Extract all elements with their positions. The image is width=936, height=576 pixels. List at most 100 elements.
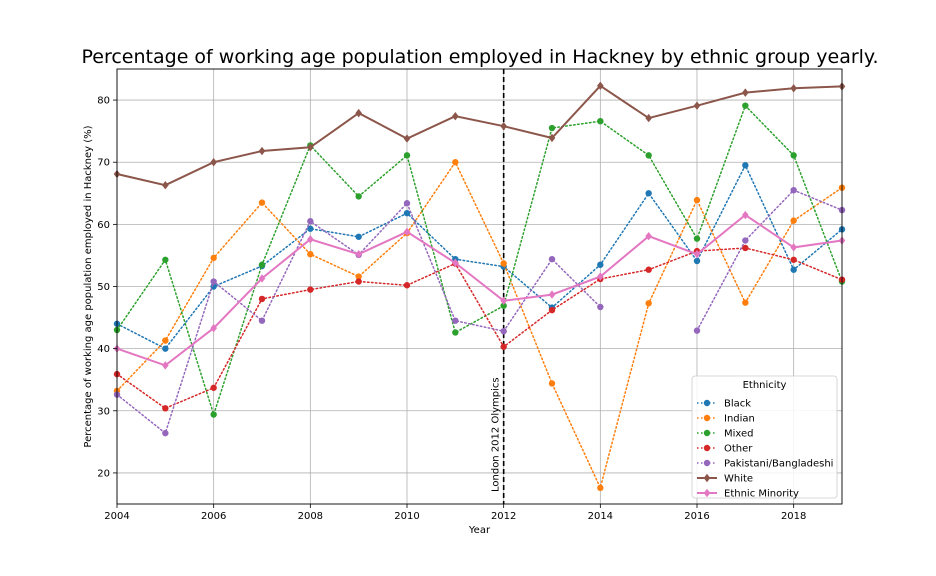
y-axis: 20 30 40 50 60 70 80 [97,96,117,479]
data-point [548,124,556,132]
data-point [210,384,217,391]
data-point [645,300,652,307]
data-point [645,113,652,123]
x-tick-label: 2016 [684,511,709,522]
x-tick-label: 2018 [781,511,806,522]
series-line [116,160,843,491]
data-point [452,329,459,336]
data-point [403,209,411,217]
data-point [693,249,701,259]
data-point [307,286,314,293]
legend-label: Other [724,444,753,455]
data-point [548,255,556,263]
data-point [790,152,797,159]
data-point [500,296,507,305]
data-point [500,328,507,335]
data-point [403,200,411,207]
legend-swatch-marker [703,488,711,498]
data-point [307,235,314,244]
legend-swatch-marker [703,399,711,407]
series-line [116,247,843,410]
data-point [790,256,797,263]
data-point [258,199,266,206]
legend-label: White [724,474,753,485]
data-point [597,272,604,281]
data-point [742,102,749,109]
data-point [355,108,362,118]
data-point [742,237,749,244]
legend-item: Ethnic Minority [697,489,799,500]
legend-item: Other [697,444,753,455]
data-point [355,233,362,240]
data-point [162,256,169,263]
data-point [742,299,749,306]
y-tick-label: 70 [97,158,110,169]
data-point [645,231,652,241]
series-other [113,244,846,412]
chart-title: Percentage of working age population emp… [82,46,879,68]
series-indian [113,159,846,492]
data-point [790,266,797,273]
data-point [645,190,652,197]
legend-label: Ethnic Minority [724,489,799,500]
x-tick-label: 2008 [298,511,323,522]
data-point [210,158,217,167]
legend-label: Pakistani/Bangladeshi [724,459,833,470]
data-point [597,118,604,125]
data-point [693,257,701,265]
legend-swatch-marker [703,414,711,422]
series-layer [113,81,846,492]
y-axis-label: Percentage of working age population emp… [83,125,94,447]
data-point [403,134,411,143]
data-point [210,411,217,418]
data-point [790,84,797,93]
data-point [355,193,362,200]
data-point [210,323,217,333]
legend-swatch-marker [703,444,711,452]
data-point [790,243,797,252]
series-line [116,84,843,187]
data-point [162,429,169,437]
data-point [548,380,556,387]
data-point [210,254,217,262]
data-point [307,225,314,232]
x-axis-label: Year [468,525,491,536]
legend-item: White [697,474,753,485]
series-ethnic-minority [113,210,846,370]
data-point [258,274,266,283]
annotation-layer: London 2012 Olympics [491,69,505,504]
data-point [258,295,266,303]
series-line [116,104,843,417]
plot-area: London 2012 Olympics [113,68,846,505]
x-tick-label: 2004 [104,511,129,522]
data-point [693,101,701,110]
legend-swatch-marker [703,473,711,483]
data-point [693,196,701,204]
y-tick-label: 20 [97,468,110,479]
data-point [162,405,169,412]
legend-swatch-marker [703,459,711,467]
data-point [258,146,266,156]
data-point [403,282,411,289]
data-point [597,303,604,311]
x-tick-label: 2006 [201,511,226,522]
data-point [742,210,749,220]
data-point [548,133,556,143]
data-point [790,186,797,194]
legend-label: Black [724,399,751,410]
data-point [403,152,411,159]
y-tick-label: 80 [97,96,110,107]
data-point [742,162,749,169]
data-point [210,278,217,285]
data-point [307,218,314,225]
data-point [452,258,459,268]
series-line [696,189,843,332]
data-point [452,159,459,166]
legend-item: Black [697,399,751,410]
x-tick-label: 2012 [491,511,516,522]
x-axis: 2004 2006 2008 2010 2012 2014 2016 2018 [104,504,806,522]
data-point [548,290,556,299]
data-point [500,121,507,131]
data-point [355,249,362,259]
